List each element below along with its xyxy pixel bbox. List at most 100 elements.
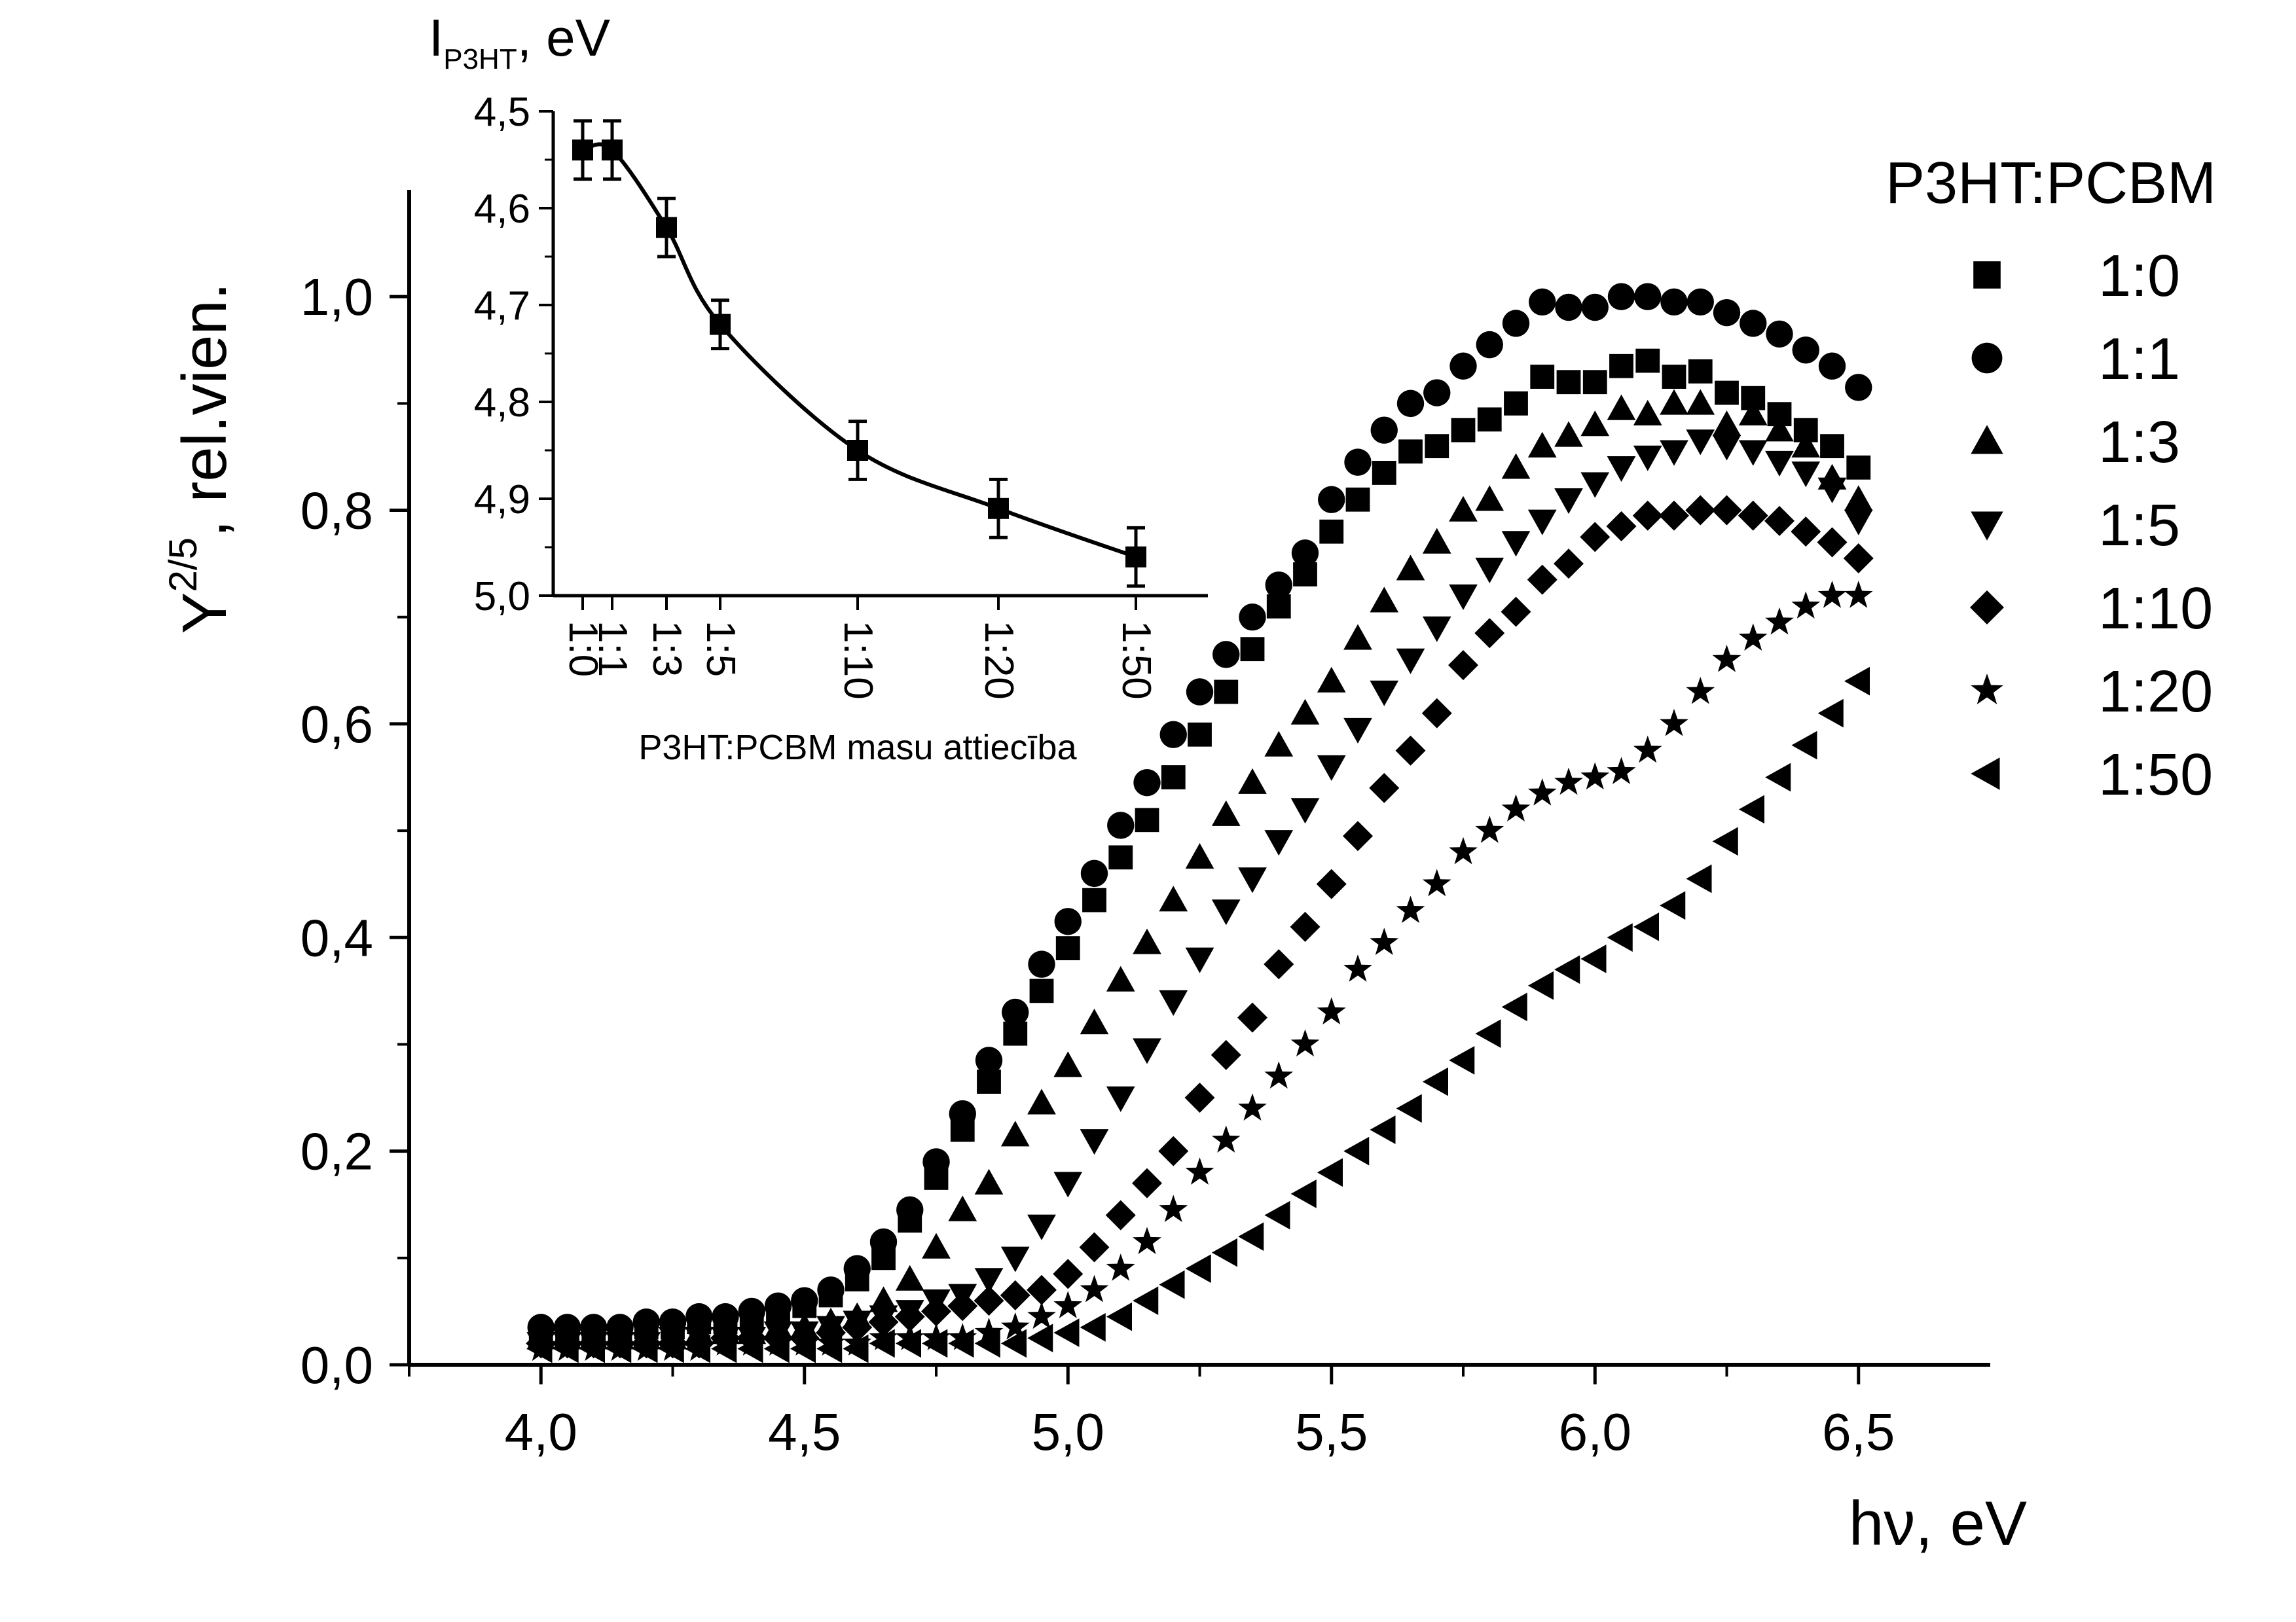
data-point <box>1738 795 1764 824</box>
data-point <box>1607 456 1636 482</box>
data-point <box>1712 410 1741 437</box>
inset-marker <box>572 139 593 161</box>
main-y-ticks: 0,0 0,2 0,4 0,6 0,8 1,0 <box>301 268 409 1394</box>
legend-label: 1:0 <box>2098 243 2180 309</box>
y-label-sup: 2/5 <box>161 537 205 592</box>
data-point <box>1106 965 1135 992</box>
y-label-rest: , rel.vien. <box>170 283 240 537</box>
data-point <box>1027 1214 1056 1240</box>
data-point <box>1396 554 1425 581</box>
data-point <box>1029 979 1054 1003</box>
legend-label: 1:20 <box>2098 659 2213 725</box>
data-point <box>1764 505 1795 536</box>
inset-title-sub: P3HT <box>443 43 517 75</box>
data-point <box>1449 352 1477 380</box>
data-point <box>1027 1274 1057 1305</box>
data-point <box>1158 1136 1189 1166</box>
data-point <box>1211 899 1241 926</box>
data-point <box>1370 416 1398 444</box>
inset-point <box>572 119 593 181</box>
data-point <box>1161 765 1186 789</box>
data-point <box>1662 365 1686 389</box>
data-point <box>1396 648 1425 674</box>
data-point <box>1133 1038 1161 1064</box>
data-point <box>1580 472 1610 498</box>
data-point <box>1660 891 1686 920</box>
data-point <box>895 1265 924 1291</box>
data-point <box>1370 928 1399 956</box>
data-point <box>1343 1136 1370 1166</box>
data-point <box>1607 283 1635 310</box>
data-point <box>1635 348 1660 373</box>
data-point <box>817 1276 845 1304</box>
data-point <box>1633 445 1662 471</box>
y-tick-label: 0,4 <box>301 909 373 967</box>
data-point <box>1527 431 1557 458</box>
data-point <box>1317 997 1346 1025</box>
data-point <box>1319 519 1344 544</box>
data-point <box>1845 374 1872 401</box>
main-x-axis-label: hν, eV <box>1849 1488 2027 1559</box>
data-point <box>1607 394 1636 420</box>
data-point <box>1634 283 1662 310</box>
data-point <box>1530 365 1555 389</box>
data-point <box>1107 812 1135 839</box>
inset-y-tick-label: 5,0 <box>474 574 530 619</box>
data-point <box>1501 453 1531 479</box>
data-point <box>1660 288 1688 316</box>
legend-marker <box>1970 590 2004 624</box>
data-point <box>1580 410 1610 437</box>
data-point <box>1581 293 1609 321</box>
data-point <box>1686 676 1715 704</box>
data-point <box>1817 527 1848 558</box>
data-point <box>1844 485 1873 511</box>
data-point <box>1290 911 1321 942</box>
data-point <box>1527 778 1557 806</box>
data-point <box>1317 666 1346 693</box>
data-point <box>896 1196 924 1224</box>
data-point <box>1660 440 1688 466</box>
legend-label: 1:5 <box>2098 493 2180 558</box>
legend-item: 1:0 <box>1973 243 2180 309</box>
x-tick-label: 5,0 <box>1032 1403 1104 1461</box>
y-tick-label: 1,0 <box>301 268 373 326</box>
data-point <box>1817 581 1847 608</box>
data-point <box>1264 1200 1290 1230</box>
data-point <box>1422 616 1451 642</box>
data-point <box>1053 1051 1083 1077</box>
main-x-ticks: 4,0 4,5 5,0 5,5 6,0 6,5 <box>408 1365 1895 1461</box>
data-point <box>1791 591 1821 619</box>
inset-x-tick-label: 1:0 <box>560 621 606 677</box>
data-point <box>1738 500 1768 531</box>
data-point <box>791 1287 818 1314</box>
data-point <box>974 1286 1004 1316</box>
data-point <box>843 1255 871 1282</box>
data-point <box>1425 434 1449 459</box>
inset-x-tick-label: 1:1 <box>590 621 635 677</box>
data-point <box>1079 1232 1110 1263</box>
data-point <box>1527 509 1557 535</box>
data-point <box>1474 618 1505 649</box>
data-point <box>1159 1270 1185 1299</box>
inset-marker <box>847 440 868 461</box>
legend-item: 1:10 <box>1970 576 2213 641</box>
inset-title: IP3HT, eV <box>429 9 611 75</box>
data-point <box>1529 288 1556 316</box>
data-point <box>1422 1067 1448 1096</box>
legend-label: 1:3 <box>2098 410 2180 475</box>
data-point <box>1080 859 1108 888</box>
y-tick-label: 0,6 <box>301 695 373 753</box>
data-point <box>949 1100 976 1128</box>
data-point <box>1214 679 1239 704</box>
data-point <box>1055 936 1080 960</box>
inset-x-tick-label: 1:3 <box>644 621 689 677</box>
data-point <box>1372 461 1396 485</box>
data-point <box>1712 435 1741 461</box>
data-point <box>1240 637 1265 662</box>
legend-label: 1:10 <box>2098 576 2213 641</box>
data-point <box>1449 837 1478 865</box>
data-point <box>1027 1324 1053 1353</box>
inset-x-tick-label: 1:10 <box>835 621 881 700</box>
legend-marker <box>1971 342 2003 374</box>
y-tick-label: 0,8 <box>301 482 373 540</box>
